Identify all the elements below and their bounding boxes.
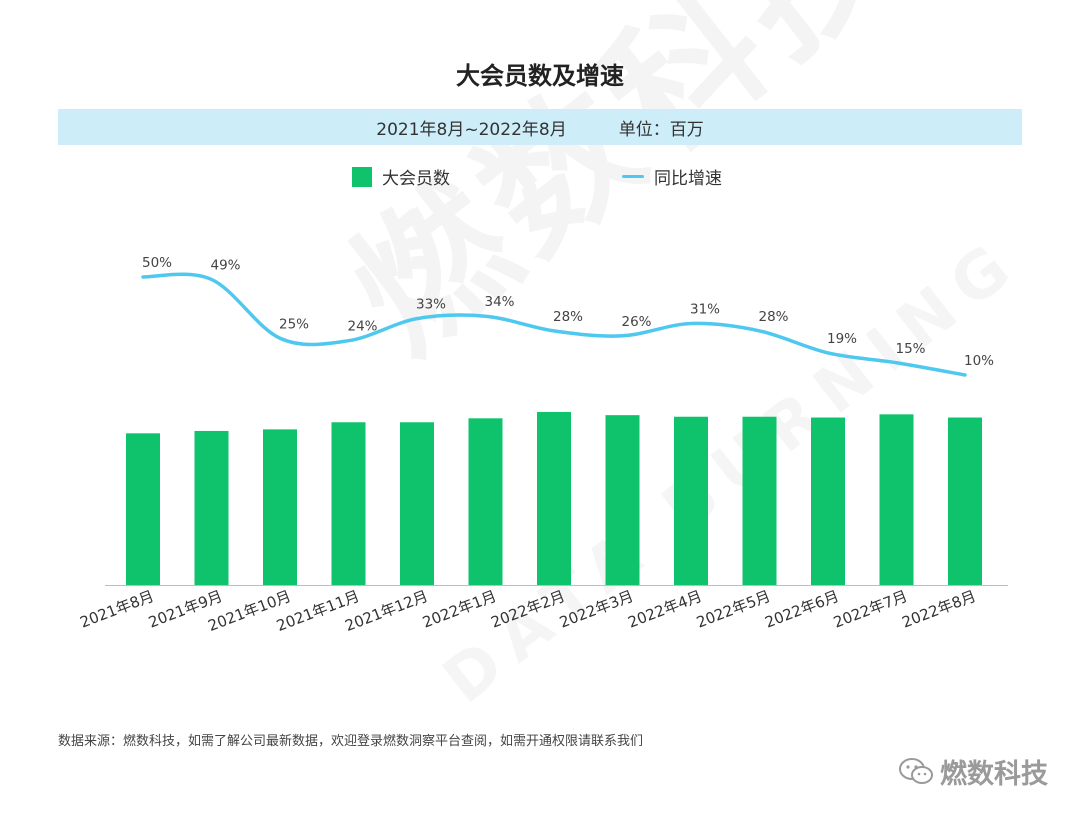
bar (400, 422, 434, 585)
unit-label: 单位：百万 (618, 119, 704, 140)
source-note: 数据来源：燃数科技，如需了解公司最新数据，欢迎登录燃数洞察平台查阅，如需开通权限… (58, 734, 644, 749)
x-tick-label: 2022年2月 (488, 587, 567, 632)
data-label: 33% (416, 297, 446, 313)
legend-label-line: 同比增速 (654, 169, 722, 189)
legend-item-line: 同比增速 (622, 164, 722, 189)
bar (537, 411, 571, 585)
x-tick-label: 2021年8月 (77, 587, 156, 632)
data-label: 10% (964, 353, 994, 369)
legend-label-bar: 大会员数 (382, 169, 450, 189)
x-tick-label: 2022年4月 (625, 587, 704, 632)
bar (126, 433, 160, 585)
bar (742, 416, 777, 585)
x-tick-label: 2022年7月 (831, 587, 910, 632)
bar (331, 422, 366, 585)
data-label: 25% (279, 316, 309, 332)
growth-line (141, 272, 967, 377)
bar (263, 429, 297, 585)
legend: 大会员数 同比增速 (0, 164, 1080, 189)
x-tick-label: 2022年5月 (694, 587, 773, 632)
wechat-icon (899, 757, 933, 784)
bar (674, 416, 708, 585)
brand-name: 燃数科技 (940, 759, 1048, 790)
data-label: 28% (553, 309, 583, 325)
period-label: 2021年8月~2022年8月 (376, 119, 567, 140)
data-label: 24% (347, 319, 377, 335)
x-tick-label: 2022年6月 (762, 587, 841, 632)
subtitle-bar: 2021年8月~2022年8月 单位：百万 (58, 109, 1022, 145)
data-label: 15% (895, 341, 925, 357)
bar (948, 417, 982, 585)
x-tick-label: 2022年8月 (899, 587, 978, 632)
data-label: 49% (210, 257, 240, 273)
bar (468, 418, 503, 585)
legend-item-bar: 大会员数 (352, 164, 450, 189)
data-label: 34% (484, 294, 514, 310)
data-label: 50% (142, 255, 172, 271)
chart-title: 大会员数及增速 (456, 62, 624, 90)
data-label: 31% (690, 302, 720, 318)
x-tick-label: 2022年3月 (557, 587, 636, 632)
bar (194, 430, 229, 585)
legend-swatch-line (622, 175, 644, 178)
bar (605, 415, 640, 585)
data-label: 26% (621, 314, 651, 330)
data-label: 19% (827, 331, 857, 347)
brand-logo: 燃数科技 (898, 752, 1048, 791)
bar (811, 417, 845, 585)
bar (879, 414, 914, 585)
legend-swatch-bar (352, 166, 372, 187)
data-label: 28% (758, 309, 788, 325)
x-tick-label: 2022年1月 (420, 587, 499, 632)
